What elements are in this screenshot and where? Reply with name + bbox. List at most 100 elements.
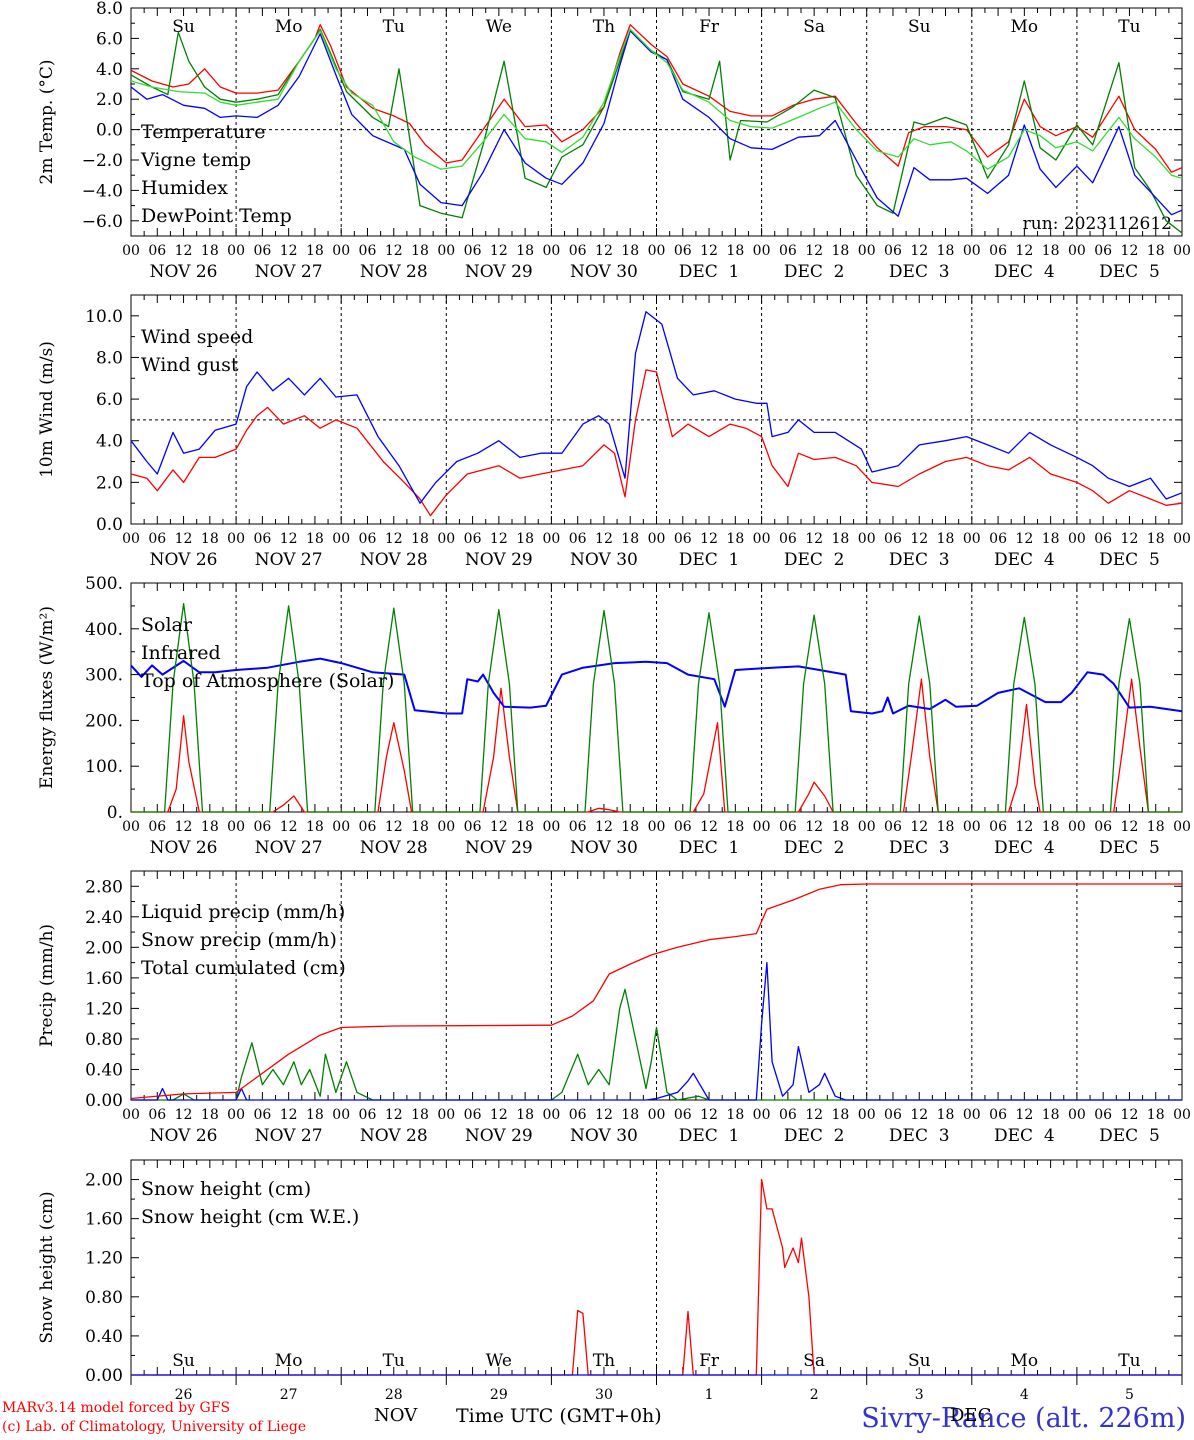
weekday-label: Fr [699, 17, 720, 37]
x-hour-label: 18 [621, 531, 639, 547]
x-hour-label: 06 [253, 243, 271, 259]
x-hour-label: 12 [910, 1107, 928, 1123]
x-hour-label: 12 [805, 1107, 823, 1123]
y-tick-label: −6.0 [82, 212, 123, 232]
y-tick-label: 0.80 [85, 1288, 123, 1308]
x-hour-label: 00 [1173, 1107, 1191, 1123]
x-hour-label: 06 [148, 1107, 166, 1123]
legend-entry: Temperature [141, 121, 265, 143]
x-hour-label: 06 [569, 531, 587, 547]
legend-entry: Liquid precip (mm/h) [141, 901, 345, 923]
x-hour-label: 18 [306, 1107, 324, 1123]
day-number-label: 27 [280, 1387, 298, 1403]
x-hour-label: 06 [253, 1107, 271, 1123]
x-hour-label: 12 [490, 819, 508, 835]
y-axis-label: Precip (mm/h) [37, 924, 57, 1047]
y-tick-label: 200. [85, 711, 123, 731]
day-number-label: 28 [385, 1387, 403, 1403]
x-day-label: DEC 2 [784, 550, 845, 570]
x-hour-label: 18 [201, 531, 219, 547]
month-label-dec: DEC [950, 1405, 992, 1426]
x-hour-label: 06 [779, 243, 797, 259]
weekday-label: Su [172, 17, 195, 37]
series-line-humidex [130, 30, 1183, 217]
x-day-label: NOV 30 [570, 1126, 638, 1146]
y-tick-label: 1.20 [85, 1249, 123, 1269]
x-hour-label: 12 [1121, 243, 1139, 259]
x-hour-label: 06 [674, 1107, 692, 1123]
x-hour-label: 00 [963, 531, 981, 547]
x-hour-label: 00 [437, 819, 455, 835]
x-hour-label: 06 [464, 819, 482, 835]
weekday-label: We [486, 17, 512, 37]
x-hour-label: 06 [253, 531, 271, 547]
y-tick-label: 0.40 [85, 1327, 123, 1347]
x-hour-label: 12 [1015, 819, 1033, 835]
x-hour-label: 18 [411, 1107, 429, 1123]
y-tick-label: 1.60 [85, 969, 123, 989]
weekday-label: Su [172, 1351, 195, 1371]
panel-2: 0.0 2.0 4.0 6.0 8.0 10.0 10m Wind (m/s) 00 06 12 1… [37, 294, 1191, 570]
x-hour-label: 06 [569, 819, 587, 835]
x-day-label: NOV 29 [465, 1126, 533, 1146]
x-hour-label: 12 [595, 243, 613, 259]
x-hour-label: 06 [884, 819, 902, 835]
y-tick-label: 2.80 [85, 877, 123, 897]
x-hour-label: 06 [148, 531, 166, 547]
x-hour-label: 12 [490, 1107, 508, 1123]
x-hour-label: 12 [1121, 531, 1139, 547]
x-hour-label: 18 [726, 531, 744, 547]
x-hour-label: 12 [175, 819, 193, 835]
x-day-label: DEC 1 [679, 1126, 740, 1146]
y-tick-label: 8.0 [96, 0, 123, 19]
x-hour-label: 06 [1094, 243, 1112, 259]
legend-entry: Snow height (cm) [141, 1178, 311, 1200]
x-hour-label: 18 [832, 1107, 850, 1123]
y-tick-label: 10.0 [85, 307, 123, 327]
x-hour-label: 00 [122, 243, 140, 259]
x-hour-label: 00 [542, 1107, 560, 1123]
x-hour-label: 06 [359, 819, 377, 835]
x-day-label: DEC 4 [994, 838, 1055, 858]
legend-entry: Top of Atmosphere (Solar) [141, 670, 394, 692]
x-hour-label: 18 [201, 243, 219, 259]
x-hour-label: 00 [227, 1107, 245, 1123]
x-hour-label: 18 [306, 243, 324, 259]
x-hour-label: 00 [1173, 819, 1191, 835]
y-tick-label: 0.0 [96, 121, 123, 141]
x-hour-label: 00 [1068, 531, 1086, 547]
series-line-snow-height-cm- [131, 1178, 1182, 1376]
x-hour-label: 00 [753, 243, 771, 259]
month-label-nov: NOV [374, 1405, 418, 1426]
x-hour-label: 12 [805, 531, 823, 547]
x-hour-label: 12 [805, 243, 823, 259]
x-hour-label: 12 [700, 531, 718, 547]
weekday-label: Tu [383, 17, 405, 37]
x-hour-label: 00 [858, 819, 876, 835]
x-hour-label: 12 [910, 531, 928, 547]
x-hour-label: 18 [937, 243, 955, 259]
x-day-label: NOV 30 [570, 262, 638, 282]
y-tick-label: −4.0 [82, 181, 123, 201]
x-hour-label: 12 [490, 243, 508, 259]
x-hour-label: 12 [805, 819, 823, 835]
x-hour-label: 06 [779, 819, 797, 835]
x-hour-label: 12 [385, 819, 403, 835]
x-hour-label: 06 [674, 819, 692, 835]
series-line-total-cumulated-cm- [130, 883, 1182, 1100]
x-hour-label: 12 [175, 531, 193, 547]
y-tick-label: 2.00 [85, 938, 123, 958]
legend-entry: Snow precip (mm/h) [141, 929, 337, 951]
x-hour-label: 12 [1015, 1107, 1033, 1123]
x-hour-label: 00 [437, 531, 455, 547]
x-hour-label: 00 [858, 1107, 876, 1123]
y-tick-label: 2.40 [85, 908, 123, 928]
x-hour-label: 12 [175, 243, 193, 259]
x-hour-label: 00 [542, 819, 560, 835]
x-hour-label: 12 [595, 1107, 613, 1123]
x-hour-label: 00 [332, 819, 350, 835]
y-tick-label: 0.80 [85, 1030, 123, 1050]
x-day-label: DEC 5 [1099, 838, 1160, 858]
x-hour-label: 00 [1068, 243, 1086, 259]
